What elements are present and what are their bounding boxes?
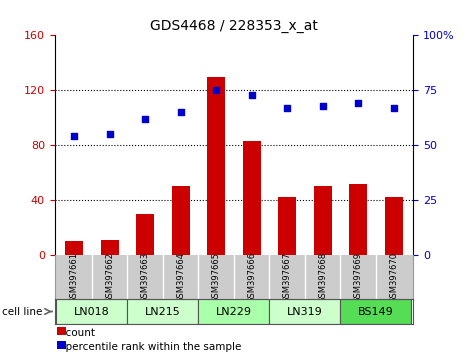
Bar [136,214,154,255]
Point [248,92,256,97]
Point [106,131,114,137]
Bar [385,197,403,255]
Text: GSM397666: GSM397666 [247,251,256,303]
Text: LN215: LN215 [145,307,181,316]
Bar [278,197,296,255]
Bar [314,186,332,255]
Bar [199,299,269,324]
Bar [243,141,261,255]
Text: GSM397668: GSM397668 [318,251,327,303]
Text: GSM397667: GSM397667 [283,251,292,303]
Bar [269,299,341,324]
Text: GSM397664: GSM397664 [176,251,185,303]
Bar [127,299,199,324]
Point [177,109,184,115]
Bar [101,240,119,255]
Text: GSM397669: GSM397669 [354,251,363,303]
Text: percentile rank within the sample: percentile rank within the sample [59,342,242,352]
Point [212,87,220,93]
Bar [207,76,225,255]
Point [390,105,398,111]
Bar [341,299,411,324]
Point [284,105,291,111]
Title: GDS4468 / 228353_x_at: GDS4468 / 228353_x_at [150,19,318,33]
Text: GSM397662: GSM397662 [105,251,114,303]
Point [319,103,326,108]
Text: BS149: BS149 [358,307,394,316]
Point [70,133,78,139]
Bar [172,186,190,255]
Text: GSM397665: GSM397665 [212,251,221,303]
Text: LN018: LN018 [74,307,110,316]
Point [142,116,149,122]
Point [354,101,362,106]
Bar [57,341,66,349]
Text: GSM397663: GSM397663 [141,251,150,303]
Text: cell line: cell line [2,307,43,316]
Bar [57,299,127,324]
Text: LN319: LN319 [287,307,323,316]
Bar [349,183,367,255]
Text: GSM397670: GSM397670 [389,251,398,303]
Text: GSM397661: GSM397661 [70,251,79,303]
Bar [57,327,66,335]
Text: LN229: LN229 [216,307,252,316]
Bar [65,241,83,255]
Text: count: count [59,328,95,338]
